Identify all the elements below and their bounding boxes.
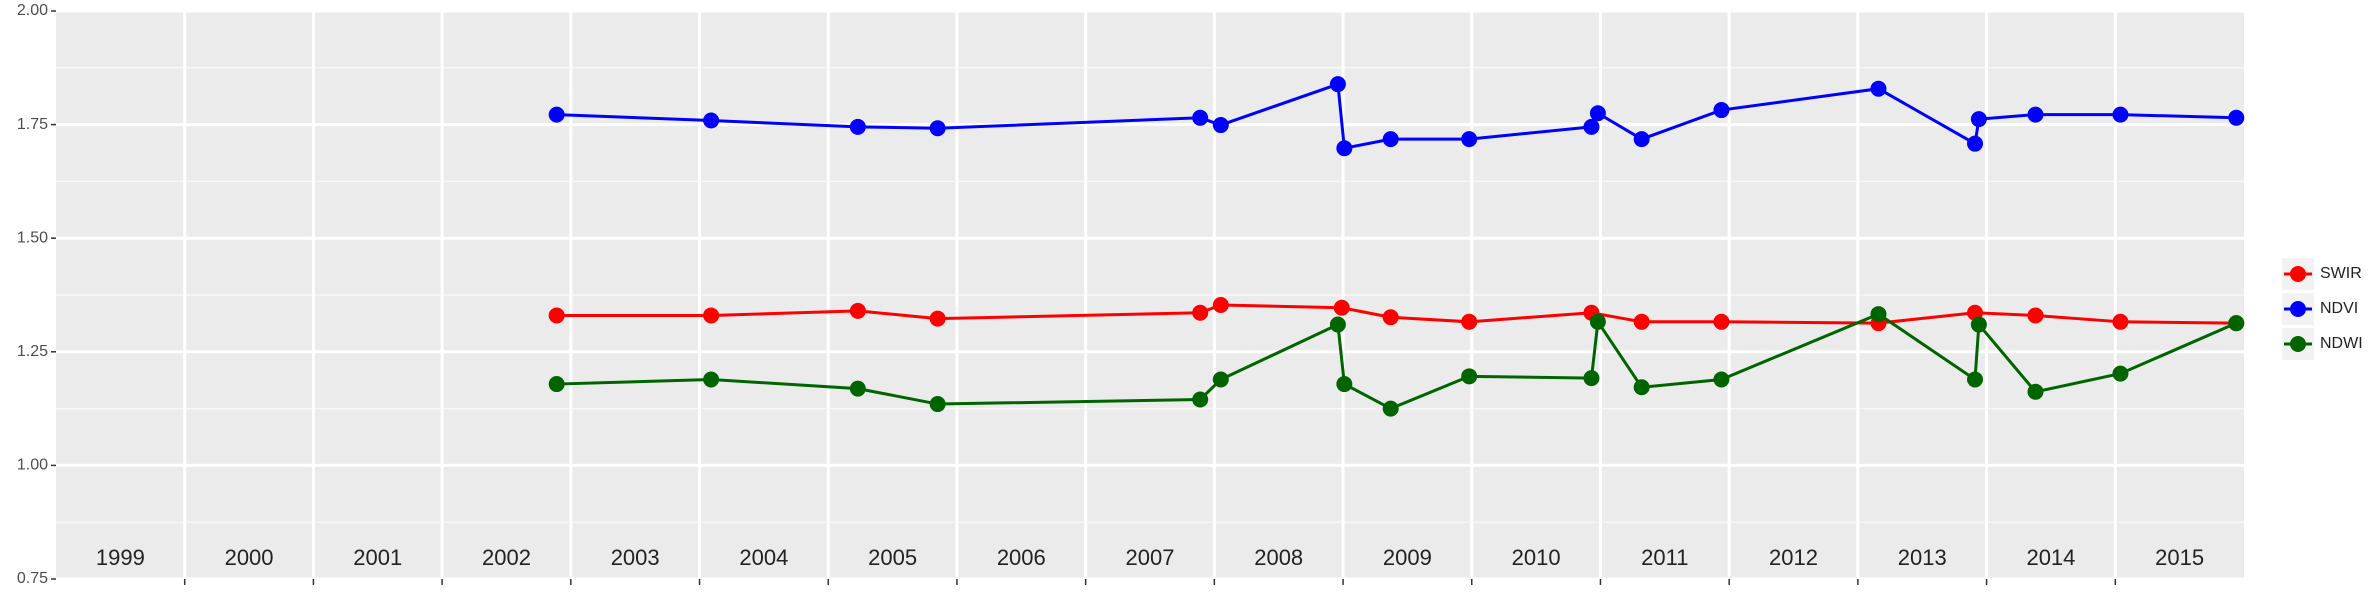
data-point [2228, 109, 2245, 126]
data-point [1870, 306, 1887, 323]
data-point [1870, 80, 1887, 97]
data-point [1967, 135, 1984, 152]
x-tick-label: 2004 [739, 545, 788, 570]
x-tick-label: 2005 [868, 545, 917, 570]
x-tick-label: 2008 [1254, 545, 1303, 570]
series-line [556, 312, 2237, 411]
data-point [2228, 315, 2245, 332]
data-point [1336, 140, 1353, 157]
data-point [703, 307, 720, 324]
data-point [2027, 106, 2044, 123]
data-point [1192, 109, 1209, 126]
data-point [1461, 313, 1478, 330]
data-point [1212, 117, 1229, 134]
data-point [1589, 105, 1606, 122]
data-point [2027, 307, 2044, 324]
x-tick-label: 2000 [225, 545, 274, 570]
legend-label: NDVI [2320, 300, 2358, 317]
data-point [703, 112, 720, 129]
data-point [929, 396, 946, 413]
data-point [1212, 296, 1229, 313]
x-tick-label: 2006 [997, 545, 1046, 570]
x-tick-label: 2012 [1769, 545, 1818, 570]
x-tick-label: 2011 [1641, 545, 1688, 570]
legend-label: SWIR [2320, 265, 2362, 282]
y-tick-label: 1.25 [17, 343, 48, 360]
y-tick-label: 1.50 [17, 229, 48, 246]
y-tick-label: 1.00 [17, 457, 48, 474]
data-point [1970, 111, 1987, 128]
data-point [1212, 371, 1229, 388]
data-point [849, 118, 866, 135]
data-point [1970, 316, 1987, 333]
data-point [1713, 371, 1730, 388]
data-point [929, 310, 946, 327]
x-tick-label: 2001 [353, 545, 402, 570]
x-tick-label: 2002 [482, 545, 531, 570]
data-point [1329, 316, 1346, 333]
data-point [1382, 309, 1399, 326]
data-point [1382, 400, 1399, 417]
data-point [548, 106, 565, 123]
x-tick-label: 2009 [1383, 545, 1432, 570]
x-tick-label: 2013 [1898, 545, 1947, 570]
data-point [1583, 118, 1600, 135]
data-point [2112, 106, 2129, 123]
y-tick-label: 2.00 [17, 2, 48, 19]
data-point [2112, 313, 2129, 330]
data-point [1192, 304, 1209, 321]
data-point [1192, 391, 1209, 408]
data-point [1333, 299, 1350, 316]
y-tick-label: 0.75 [17, 570, 48, 587]
data-point [2112, 365, 2129, 382]
data-point [849, 302, 866, 319]
x-tick-label: 2015 [2155, 545, 2204, 570]
data-point [1633, 379, 1650, 396]
data-point [548, 307, 565, 324]
data-point [1461, 368, 1478, 385]
x-tick-label: 2010 [1512, 545, 1561, 570]
y-tick-label: 1.75 [17, 116, 48, 133]
x-tick-label: 2007 [1126, 545, 1175, 570]
data-point [548, 376, 565, 393]
data-point [1589, 313, 1606, 330]
data-point [1461, 131, 1478, 148]
data-point [1967, 371, 1984, 388]
data-point [2027, 383, 2044, 400]
data-point [1633, 313, 1650, 330]
x-tick-label: 2014 [2026, 545, 2075, 570]
data-point [849, 380, 866, 397]
data-point [1713, 313, 1730, 330]
data-point [1633, 131, 1650, 148]
data-point [1713, 102, 1730, 119]
data-point [1329, 76, 1346, 93]
data-point [1336, 376, 1353, 393]
legend-label: NDWI [2320, 335, 2363, 352]
legend-point [2290, 266, 2306, 282]
x-tick-label: 2003 [611, 545, 660, 570]
legend-point [2290, 301, 2306, 317]
data-point [929, 120, 946, 137]
x-tick-label: 1999 [96, 545, 145, 570]
legend-point [2290, 336, 2306, 352]
data-point [703, 371, 720, 388]
data-point [1382, 131, 1399, 148]
data-point [1583, 370, 1600, 387]
